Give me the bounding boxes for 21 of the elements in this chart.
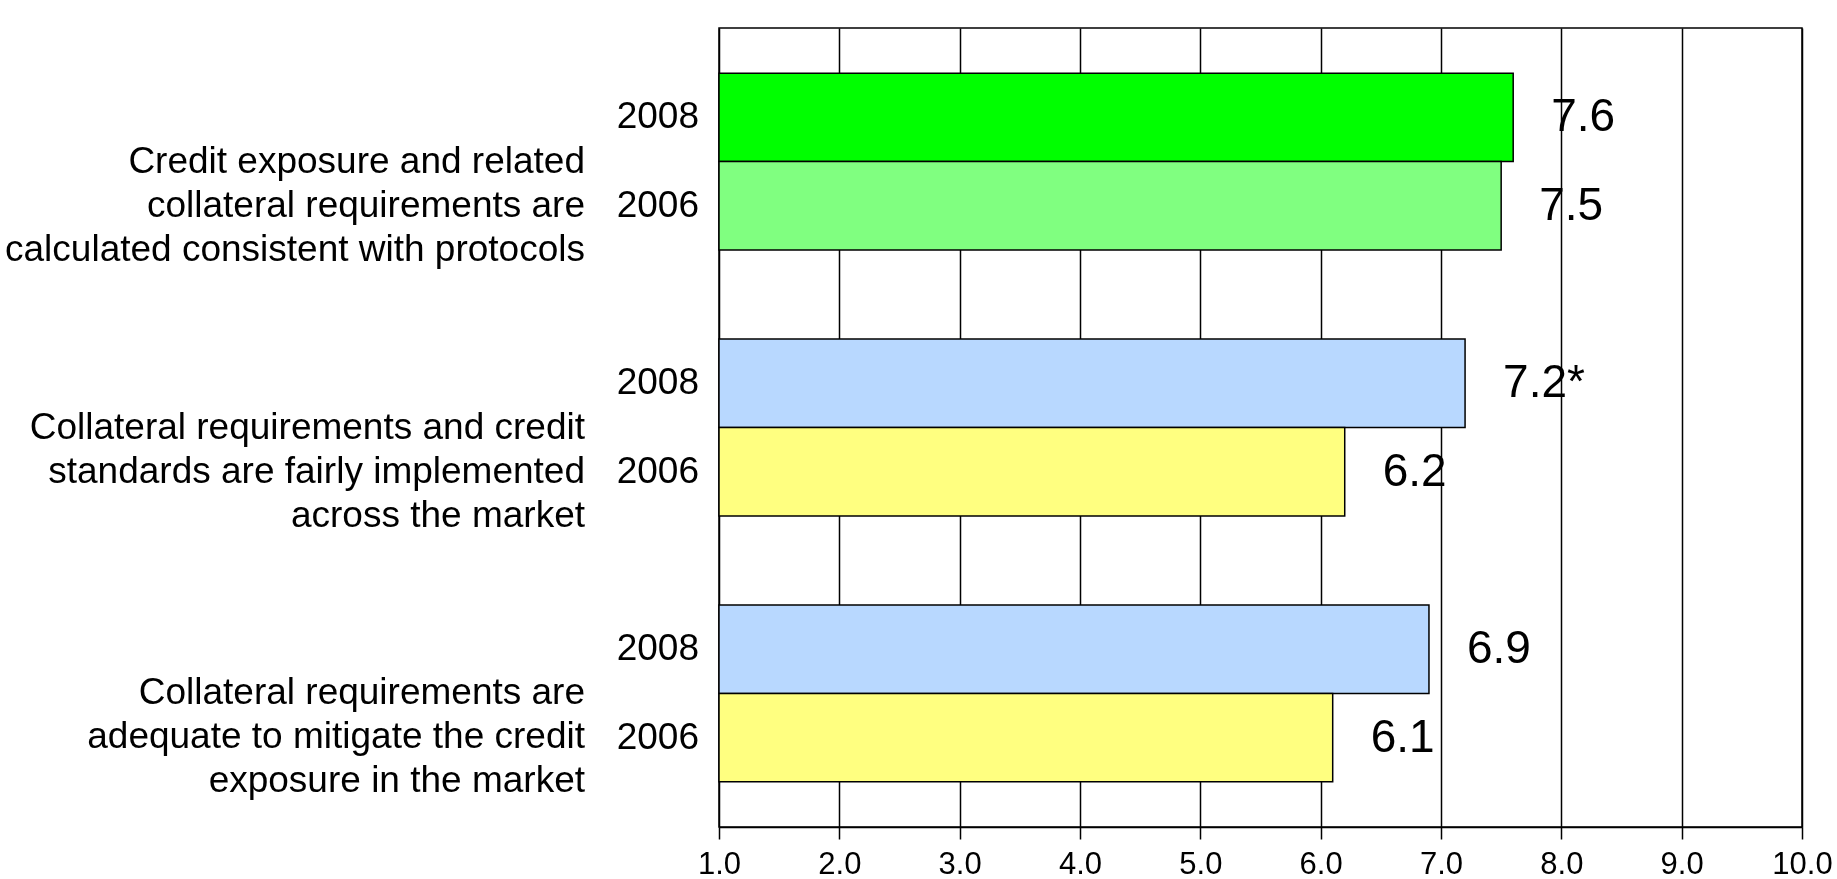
y-tick-label: Collateral requirements are adequate to mitigate the credit exposure in the market [87,671,586,801]
x-tick-label: 4.0 [1058,845,1103,879]
x-tick-label: 3.0 [938,845,982,879]
y-tick-label: Credit exposure and related collateral requirements are calculated consistent with protocols [5,139,585,269]
x-tick-label: 5.0 [1179,845,1223,879]
x-tick-label: 2.0 [818,845,862,879]
x-tick-label: 1.0 [697,845,742,879]
data-label: 6.1 [1370,709,1435,762]
data-label: 6.9 [1466,621,1531,674]
text: 2006 [616,449,699,491]
x-tick-label: 10.0 [1772,845,1833,879]
text: 2008 [616,627,699,669]
x-tick-label: 6.0 [1299,845,1343,879]
text: 2006 [616,715,699,757]
x-tick-label: 8.0 [1540,845,1584,879]
x-tick-label: 7.0 [1419,845,1464,879]
y-tick-label: Collateral requirements and credit standards are fairly implemented across the market [29,405,586,535]
text: 2008 [616,361,699,403]
series-label: 2008 [616,95,699,137]
series-label: 2006 [616,183,699,225]
x-tick-label: 9.0 [1660,845,1704,879]
